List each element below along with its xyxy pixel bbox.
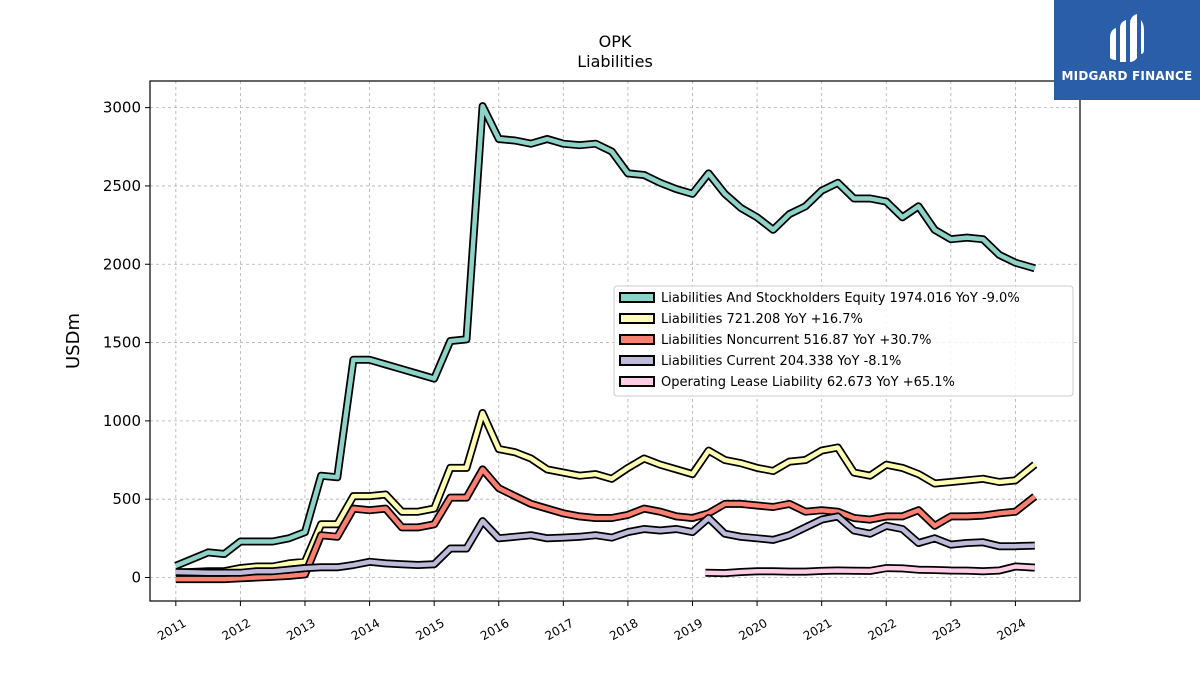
x-tick-label: 2021 (801, 616, 834, 643)
chart-subtitle: Liabilities (577, 52, 653, 71)
legend-label: Liabilities Noncurrent 516.87 YoY +30.7% (661, 333, 932, 348)
legend-label: Liabilities Current 204.338 YoY -8.1% (661, 354, 901, 369)
x-tick-label: 2015 (413, 616, 446, 643)
x-tick-label: 2020 (736, 616, 769, 643)
legend-label: Liabilities And Stockholders Equity 1974… (661, 291, 1020, 306)
brand-name: MIDGARD FINANCE (1061, 69, 1193, 83)
x-tick-label: 2017 (543, 616, 576, 643)
legend-label: Liabilities 721.208 YoY +16.7% (661, 312, 863, 327)
series-line (175, 467, 1037, 582)
chart-title: OPK (598, 32, 632, 51)
series-liabilities (175, 409, 1038, 577)
legend-swatch (619, 355, 655, 366)
brand-logo: MIDGARD FINANCE (1054, 0, 1200, 100)
series-line (705, 564, 1035, 576)
x-tick-label: 2014 (349, 616, 382, 643)
legend-label: Operating Lease Liability 62.673 YoY +65… (661, 375, 955, 390)
x-tick-label: 2011 (155, 616, 188, 643)
x-tick-label: 2019 (672, 616, 705, 643)
legend-swatch (619, 313, 655, 324)
y-tick-label: 3000 (103, 99, 141, 117)
y-tick-label: 2000 (103, 255, 141, 273)
legend-box (613, 285, 1074, 397)
legend-swatch (619, 334, 655, 345)
legend-swatch (619, 292, 655, 303)
series-line (174, 103, 1036, 568)
plot-frame (149, 80, 1081, 602)
x-tick-label: 2016 (478, 616, 511, 643)
y-tick-label: 0 (131, 569, 141, 587)
y-axis-label: USDm (63, 313, 84, 369)
x-tick-label: 2013 (284, 616, 317, 643)
x-tick-label: 2018 (607, 616, 640, 643)
series-line (175, 410, 1037, 576)
legend-swatch (619, 376, 655, 387)
series-line (175, 514, 1035, 576)
series-liabilities-current (175, 512, 1035, 577)
y-tick-label: 1500 (103, 334, 141, 352)
x-tick-label: 2024 (995, 616, 1028, 643)
y-tick-label: 500 (112, 490, 141, 508)
x-tick-label: 2022 (866, 616, 899, 643)
series-liabilities-and-stockholders-equity (174, 102, 1036, 570)
y-tick-label: 2500 (103, 177, 141, 195)
legend: Liabilities And Stockholders Equity 1974… (613, 285, 1074, 397)
x-tick-label: 2023 (930, 616, 963, 643)
series-lines (174, 102, 1038, 584)
x-tick-label: 2012 (220, 616, 253, 643)
y-tick-label: 1000 (103, 412, 141, 430)
midgard-logo-icon (1110, 14, 1144, 62)
series-liabilities-noncurrent (175, 465, 1038, 584)
series-operating-lease-liability (705, 562, 1036, 578)
